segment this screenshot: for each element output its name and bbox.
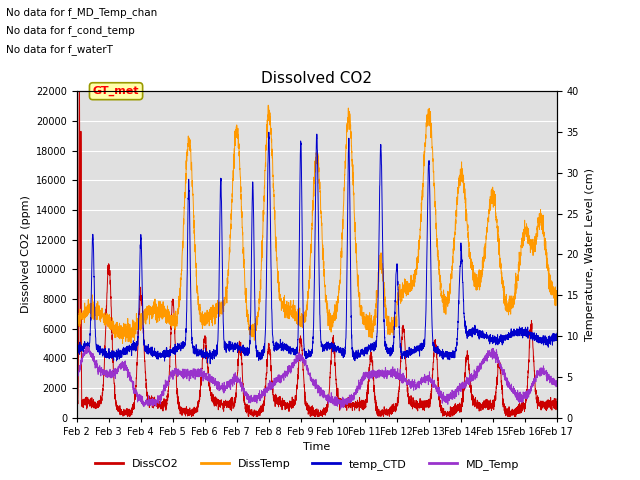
Y-axis label: Temperature, Water Level (cm): Temperature, Water Level (cm) <box>584 168 595 341</box>
X-axis label: Time: Time <box>303 442 330 452</box>
Text: No data for f_MD_Temp_chan: No data for f_MD_Temp_chan <box>6 7 157 18</box>
Y-axis label: Dissolved CO2 (ppm): Dissolved CO2 (ppm) <box>20 195 31 313</box>
Text: No data for f_waterT: No data for f_waterT <box>6 44 113 55</box>
Text: GT_met: GT_met <box>93 86 140 96</box>
Title: Dissolved CO2: Dissolved CO2 <box>261 71 372 86</box>
Legend: DissCO2, DissTemp, temp_CTD, MD_Temp: DissCO2, DissTemp, temp_CTD, MD_Temp <box>91 455 524 474</box>
Text: No data for f_cond_temp: No data for f_cond_temp <box>6 25 135 36</box>
